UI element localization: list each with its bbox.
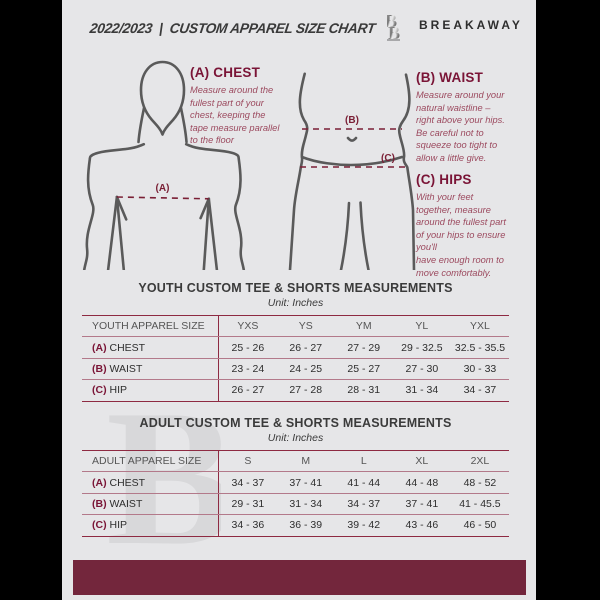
svg-text:(C): (C) [381, 153, 395, 164]
svg-text:(A): (A) [156, 183, 170, 194]
svg-text:(B): (B) [345, 115, 359, 126]
